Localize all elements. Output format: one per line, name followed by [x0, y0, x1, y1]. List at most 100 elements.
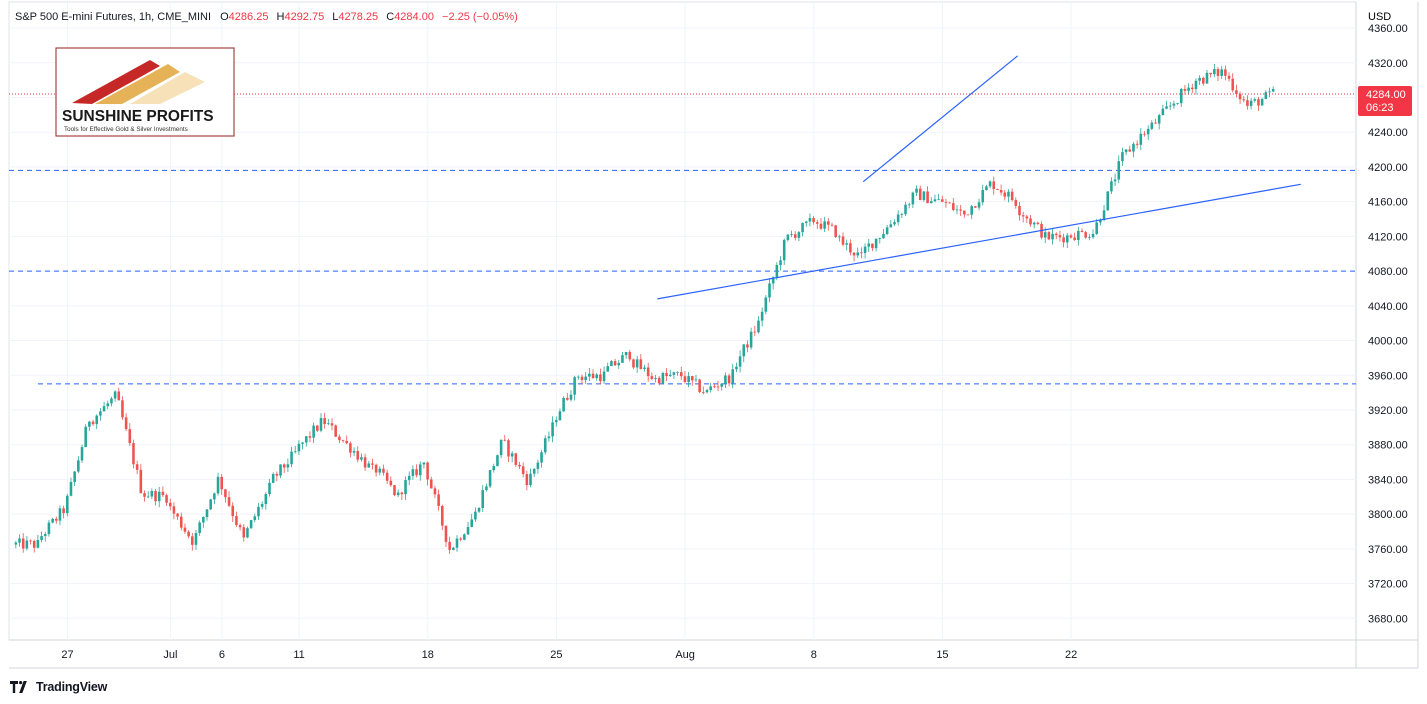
candle-body	[488, 470, 492, 487]
candle-body	[1227, 75, 1231, 79]
candle-body	[893, 222, 896, 225]
candle-body	[1268, 91, 1271, 93]
price-chart[interactable]: 3680.00 3720.00 3760.00 3800.00 3840.00 3880.…	[0, 0, 1427, 672]
candle-body	[874, 238, 878, 249]
candle-body	[764, 297, 768, 312]
candle-body	[518, 464, 521, 467]
candle-body	[1077, 230, 1080, 241]
candle-body	[577, 376, 580, 378]
candle-body	[959, 209, 962, 211]
price-tick-label: 3760.00	[1368, 544, 1408, 556]
candle-body	[1069, 235, 1073, 238]
candle-body	[503, 439, 507, 441]
candle-body	[771, 277, 775, 284]
candle-body	[922, 191, 926, 201]
candle-body	[224, 489, 227, 498]
candle-body	[1135, 143, 1139, 145]
candle-body	[293, 451, 297, 453]
candle-body	[746, 344, 749, 348]
candle-body	[301, 442, 304, 444]
candle-body	[716, 386, 720, 388]
price-badge-background	[1358, 86, 1412, 117]
candle-body	[1051, 233, 1054, 240]
candle-body	[974, 206, 977, 208]
candle-body	[709, 386, 712, 391]
candle-body	[40, 536, 43, 541]
candle-body	[573, 377, 576, 395]
tradingview-footer[interactable]: TradingView	[10, 678, 107, 696]
candle-body	[1095, 222, 1098, 234]
candle-body	[297, 443, 301, 452]
candle-body	[334, 425, 337, 437]
candle-body	[463, 534, 466, 540]
candle-body	[407, 475, 411, 481]
candle-body	[485, 486, 488, 491]
candle-body	[543, 438, 547, 453]
candle-body	[1183, 88, 1187, 91]
candle-body	[194, 533, 198, 545]
candle-body	[933, 199, 937, 202]
price-tick-label: 4120.00	[1368, 231, 1408, 243]
candle-body	[62, 508, 65, 514]
ohlc-high-value: 4292.75	[284, 11, 324, 23]
candle-body	[187, 531, 190, 537]
candle-body	[1106, 191, 1110, 211]
candle-body	[448, 541, 451, 550]
last-price-badge: 4284.00 06:23	[1358, 86, 1412, 117]
candle-body	[179, 516, 183, 528]
time-tick-label: 22	[1065, 649, 1077, 661]
candle-body	[1231, 78, 1235, 91]
candle-body	[161, 491, 165, 496]
candle-body	[668, 374, 672, 377]
candle-body	[1271, 88, 1275, 92]
candle-body	[80, 447, 84, 461]
candle-body	[32, 540, 36, 548]
candle-body	[702, 391, 705, 393]
symbol-title[interactable]: S&P 500 E-mini Futures, 1h, CME_MINI	[15, 11, 211, 23]
candle-body	[753, 331, 757, 333]
logo-ray-light-icon	[130, 72, 205, 104]
candle-body	[202, 517, 205, 523]
candle-body	[510, 453, 514, 457]
candle-body	[735, 366, 738, 370]
candle-body	[602, 371, 606, 382]
candle-body	[849, 243, 852, 253]
trendlines-layer	[657, 55, 1301, 300]
candle-body	[1238, 93, 1242, 100]
candle-body	[952, 203, 955, 210]
candle-body	[146, 496, 150, 498]
price-tick-label: 3800.00	[1368, 509, 1408, 521]
candle-body	[1088, 237, 1091, 238]
candle-body	[54, 518, 58, 521]
time-tick-label: 15	[936, 649, 948, 661]
candle-body	[1220, 69, 1223, 76]
price-tick-label: 4240.00	[1368, 127, 1408, 139]
candle-body	[437, 494, 440, 506]
candle-body	[926, 191, 929, 204]
candle-body	[231, 505, 235, 517]
candle-body	[610, 361, 613, 367]
candle-body	[937, 199, 940, 201]
candle-body	[823, 221, 826, 229]
candle-body	[18, 538, 21, 543]
ohlc-close-label: C	[386, 11, 394, 23]
candle-body	[963, 210, 966, 215]
candle-body	[474, 511, 477, 520]
candle-body	[1176, 103, 1179, 104]
candle-body	[69, 481, 73, 496]
candle-body	[1091, 233, 1095, 238]
candle-body	[36, 540, 40, 548]
candle-body	[915, 188, 918, 193]
candle-body	[1168, 105, 1172, 107]
candle-body	[282, 464, 286, 468]
candle-body	[352, 451, 356, 453]
time-axis-labels: 27 Jul 6 11 18 25 Aug 8 15 22	[61, 649, 1077, 661]
candle-body	[1036, 222, 1040, 224]
candle-body	[713, 386, 716, 388]
candle-body	[558, 411, 562, 421]
candle-body	[757, 320, 760, 333]
candle-body	[418, 464, 422, 476]
candle-body	[253, 516, 257, 521]
candle-body	[819, 223, 823, 229]
